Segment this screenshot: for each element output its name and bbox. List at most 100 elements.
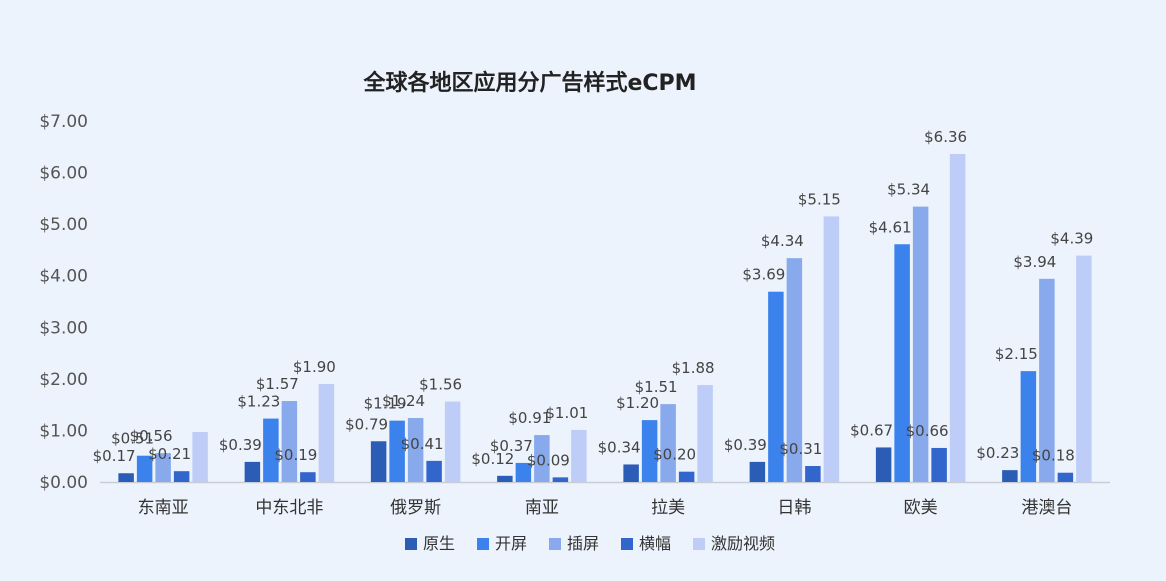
bar <box>389 420 405 482</box>
legend-swatch <box>621 538 633 550</box>
legend-label: 插屏 <box>567 534 599 553</box>
bar <box>444 401 461 482</box>
bar <box>571 429 587 482</box>
data-label: $1.23 <box>237 393 280 411</box>
bar <box>1076 255 1092 482</box>
bars-group <box>118 154 1092 482</box>
data-label: $0.20 <box>653 446 696 464</box>
bar <box>534 435 550 482</box>
bar <box>407 418 424 482</box>
data-label: $0.56 <box>130 427 173 445</box>
data-label: $0.67 <box>850 421 893 439</box>
bar <box>173 471 190 482</box>
y-axis: $0.00 $1.00 $2.00 $3.00 $4.00 $5.00 $6.00 $7.00 <box>39 112 88 493</box>
bar <box>515 462 532 482</box>
bar <box>912 206 929 482</box>
data-label: $0.12 <box>471 450 514 468</box>
data-label: $1.20 <box>616 394 659 412</box>
y-tick-label: $2.00 <box>39 370 88 390</box>
x-tick-label: 中东北非 <box>255 498 323 518</box>
bar <box>641 420 658 482</box>
data-label: $1.88 <box>672 359 715 377</box>
bar <box>949 154 966 482</box>
data-label: $5.15 <box>798 190 841 208</box>
y-tick-label: $6.00 <box>39 164 88 184</box>
data-label: $1.01 <box>545 404 588 422</box>
x-tick-label: 俄罗斯 <box>390 498 441 518</box>
legend-label: 激励视频 <box>711 534 775 553</box>
y-tick-label: $3.00 <box>39 318 88 338</box>
y-tick-label: $1.00 <box>39 421 88 441</box>
data-label: $0.41 <box>401 435 444 453</box>
data-label: $1.24 <box>382 392 425 410</box>
data-label: $3.69 <box>742 266 785 284</box>
legend-swatch <box>405 538 417 550</box>
bar <box>263 418 279 482</box>
bar <box>426 460 442 482</box>
data-label: $3.94 <box>1013 253 1056 271</box>
bar <box>192 431 208 482</box>
legend-swatch <box>693 538 705 550</box>
data-label: $0.19 <box>274 446 317 464</box>
x-axis: 东南亚 中东北非 俄罗斯 南亚 拉美 日韩 欧美 港澳台 <box>100 481 1110 518</box>
data-label: $1.19 <box>364 395 407 413</box>
data-label: $6.36 <box>924 128 967 146</box>
x-tick-label: 日韩 <box>777 498 811 518</box>
data-label: $4.34 <box>761 232 804 250</box>
data-label: $0.39 <box>219 436 262 454</box>
bar <box>300 472 316 482</box>
y-tick-label: $7.00 <box>39 112 88 132</box>
bar <box>1020 371 1037 482</box>
bar <box>244 461 261 482</box>
bar <box>768 291 784 482</box>
bar <box>678 471 695 482</box>
x-tick-label: 东南亚 <box>138 498 189 518</box>
legend-label: 原生 <box>423 534 455 553</box>
bar <box>118 473 134 482</box>
data-label: $0.51 <box>111 430 154 448</box>
bar <box>136 455 153 482</box>
legend: 原生 开屏 插屏 横幅 激励视频 <box>405 534 775 553</box>
data-label: $0.17 <box>93 447 136 465</box>
bar <box>1039 278 1055 482</box>
y-tick-label: $5.00 <box>39 215 88 235</box>
x-tick-label: 拉美 <box>651 498 685 518</box>
x-tick-label: 欧美 <box>904 498 938 518</box>
bar <box>155 453 171 482</box>
bar <box>318 384 335 482</box>
bar <box>894 244 910 482</box>
data-label: $0.37 <box>490 437 533 455</box>
x-tick-label: 南亚 <box>525 498 559 518</box>
legend-label: 横幅 <box>639 534 671 553</box>
bar <box>805 466 821 482</box>
legend-swatch <box>549 538 561 550</box>
data-label: $0.21 <box>148 445 191 463</box>
bar <box>370 441 387 482</box>
data-label: $0.79 <box>345 415 388 433</box>
bar <box>931 447 947 482</box>
legend-swatch <box>477 538 489 550</box>
data-label: $0.91 <box>508 409 551 427</box>
data-label: $2.15 <box>995 345 1038 363</box>
data-label: $0.31 <box>779 440 822 458</box>
data-label: $0.39 <box>724 436 767 454</box>
data-label: $0.34 <box>598 438 641 456</box>
bar <box>1057 472 1074 482</box>
data-labels-group: $0.17$0.51$0.56$0.21 $0.39 $1.23$1.57 $0.19… <box>93 128 1094 469</box>
data-label: $0.18 <box>1032 447 1075 465</box>
bar <box>1002 470 1018 482</box>
bar <box>623 464 639 482</box>
data-label: $1.56 <box>419 376 462 394</box>
data-label: $1.90 <box>293 358 336 376</box>
bar <box>823 216 840 482</box>
bar <box>697 385 713 482</box>
bar <box>786 258 803 482</box>
bar <box>497 475 513 482</box>
bar <box>552 477 569 482</box>
y-tick-label: $0.00 <box>39 473 88 493</box>
bar <box>281 401 298 482</box>
data-label: $0.23 <box>976 444 1019 462</box>
x-tick-label: 港澳台 <box>1021 498 1072 518</box>
